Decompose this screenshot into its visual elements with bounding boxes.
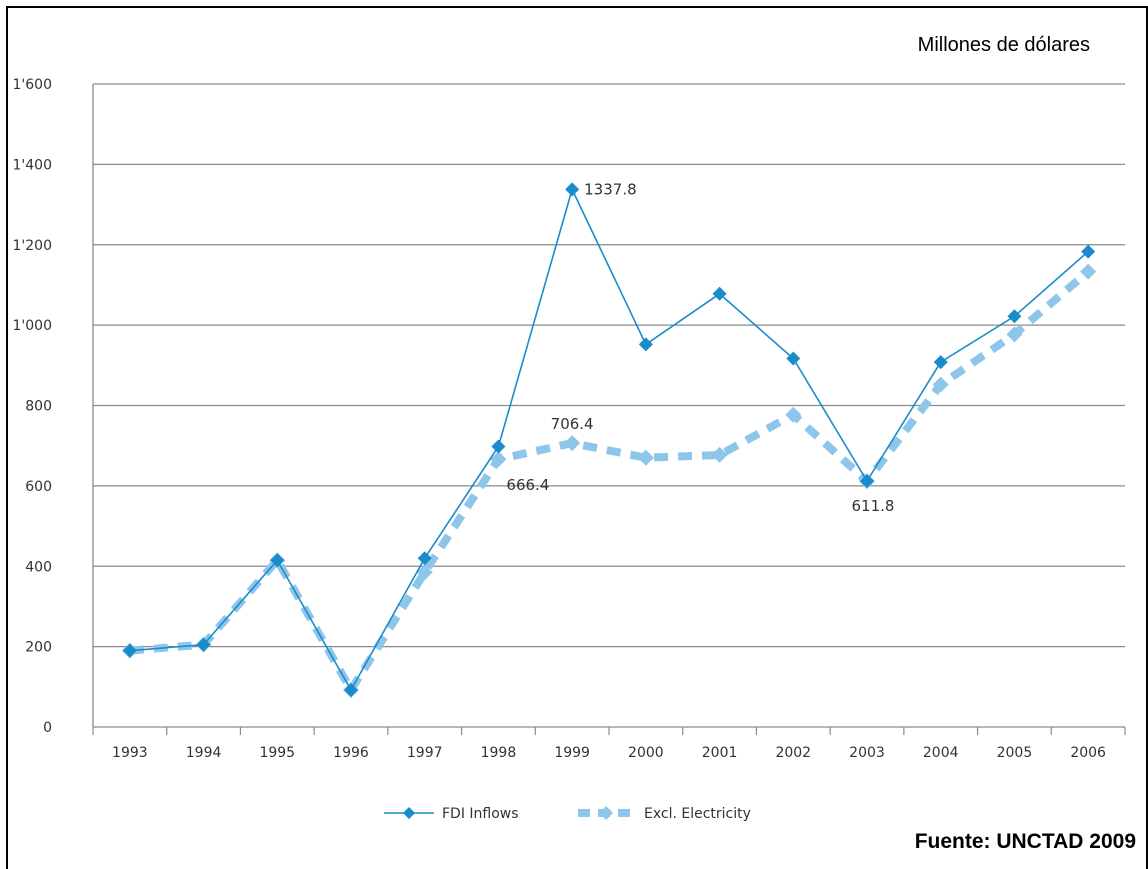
- x-tick-label: 2002: [775, 745, 811, 761]
- y-tick-label: 1'400: [13, 157, 52, 173]
- x-tick-label: 1993: [112, 745, 148, 761]
- x-tick-label: 2003: [849, 745, 885, 761]
- data-point-fdi-inflows: [196, 637, 211, 652]
- data-point-excl-electricity: [564, 435, 581, 452]
- data-point-fdi-inflows: [1081, 244, 1096, 259]
- data-point-excl-electricity: [1006, 326, 1023, 343]
- data-point-excl-electricity: [637, 449, 654, 466]
- data-point-excl-electricity: [932, 376, 949, 393]
- legend-label-fdi-inflows: FDI Inflows: [442, 806, 519, 822]
- y-tick-label: 200: [25, 640, 52, 656]
- series-line-excl-electricity: [129, 268, 1091, 698]
- series-line-fdi-inflows: [129, 187, 1089, 692]
- chart-frame: [6, 6, 1148, 869]
- data-point-fdi-inflows: [860, 474, 874, 489]
- legend-marker-fdi-inflows: [403, 807, 415, 819]
- data-point-fdi-inflows: [786, 351, 801, 366]
- data-point-fdi-inflows: [270, 553, 285, 568]
- x-tick-label: 1994: [186, 745, 222, 761]
- data-label: 611.8: [852, 497, 895, 515]
- data-point-excl-electricity: [416, 564, 433, 581]
- units-label: Millones de dólares: [917, 34, 1090, 56]
- data-point-fdi-inflows: [712, 286, 727, 301]
- x-tick-label: 2005: [997, 745, 1033, 761]
- data-point-excl-electricity: [711, 446, 728, 463]
- data-point-excl-electricity: [1080, 263, 1097, 280]
- legend-marker-excl-electricity: [599, 806, 613, 820]
- data-point-fdi-inflows: [417, 551, 432, 566]
- y-tick-label: 1'200: [13, 238, 52, 254]
- y-tick-label: 800: [25, 399, 52, 415]
- x-tick-label: 2006: [1070, 745, 1106, 761]
- x-tick-label: 1998: [481, 745, 517, 761]
- y-tick-label: 1'600: [13, 77, 52, 93]
- data-point-fdi-inflows: [638, 337, 653, 352]
- data-label: 706.4: [551, 415, 594, 433]
- x-tick-label: 2000: [628, 745, 664, 761]
- x-tick-label: 1999: [554, 745, 590, 761]
- data-point-fdi-inflows: [491, 439, 506, 454]
- data-point-excl-electricity: [785, 406, 802, 423]
- data-point-fdi-inflows: [1007, 309, 1022, 324]
- x-tick-label: 2004: [923, 745, 959, 761]
- y-tick-label: 0: [43, 720, 52, 736]
- data-point-fdi-inflows: [344, 683, 358, 698]
- y-tick-label: 600: [25, 479, 52, 495]
- data-point-fdi-inflows: [565, 182, 580, 197]
- y-tick-label: 1'000: [13, 318, 52, 334]
- x-tick-label: 2001: [702, 745, 738, 761]
- y-tick-label: 400: [25, 559, 52, 575]
- x-tick-label: 1995: [259, 745, 295, 761]
- data-label: 666.4: [506, 476, 549, 494]
- source-label: Fuente: UNCTAD 2009: [914, 830, 1136, 853]
- data-point-excl-electricity: [490, 451, 507, 468]
- data-point-fdi-inflows: [122, 643, 137, 658]
- legend-label-excl-electricity: Excl. Electricity: [644, 806, 751, 822]
- x-tick-label: 1996: [333, 745, 369, 761]
- data-label: 1337.8: [584, 180, 637, 198]
- data-point-fdi-inflows: [933, 355, 948, 370]
- x-tick-label: 1997: [407, 745, 443, 761]
